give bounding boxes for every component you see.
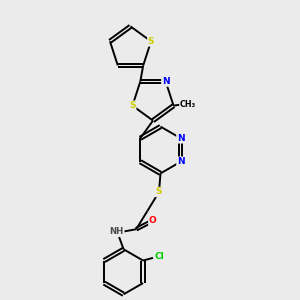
Text: NH: NH (110, 227, 124, 236)
Text: CH₃: CH₃ (180, 100, 196, 109)
Text: Cl: Cl (155, 251, 164, 260)
Text: O: O (149, 216, 157, 225)
Text: N: N (177, 157, 184, 166)
Text: S: S (129, 101, 136, 110)
Text: N: N (162, 77, 169, 86)
Text: N: N (177, 134, 184, 143)
Text: S: S (148, 37, 154, 46)
Text: S: S (156, 188, 162, 196)
